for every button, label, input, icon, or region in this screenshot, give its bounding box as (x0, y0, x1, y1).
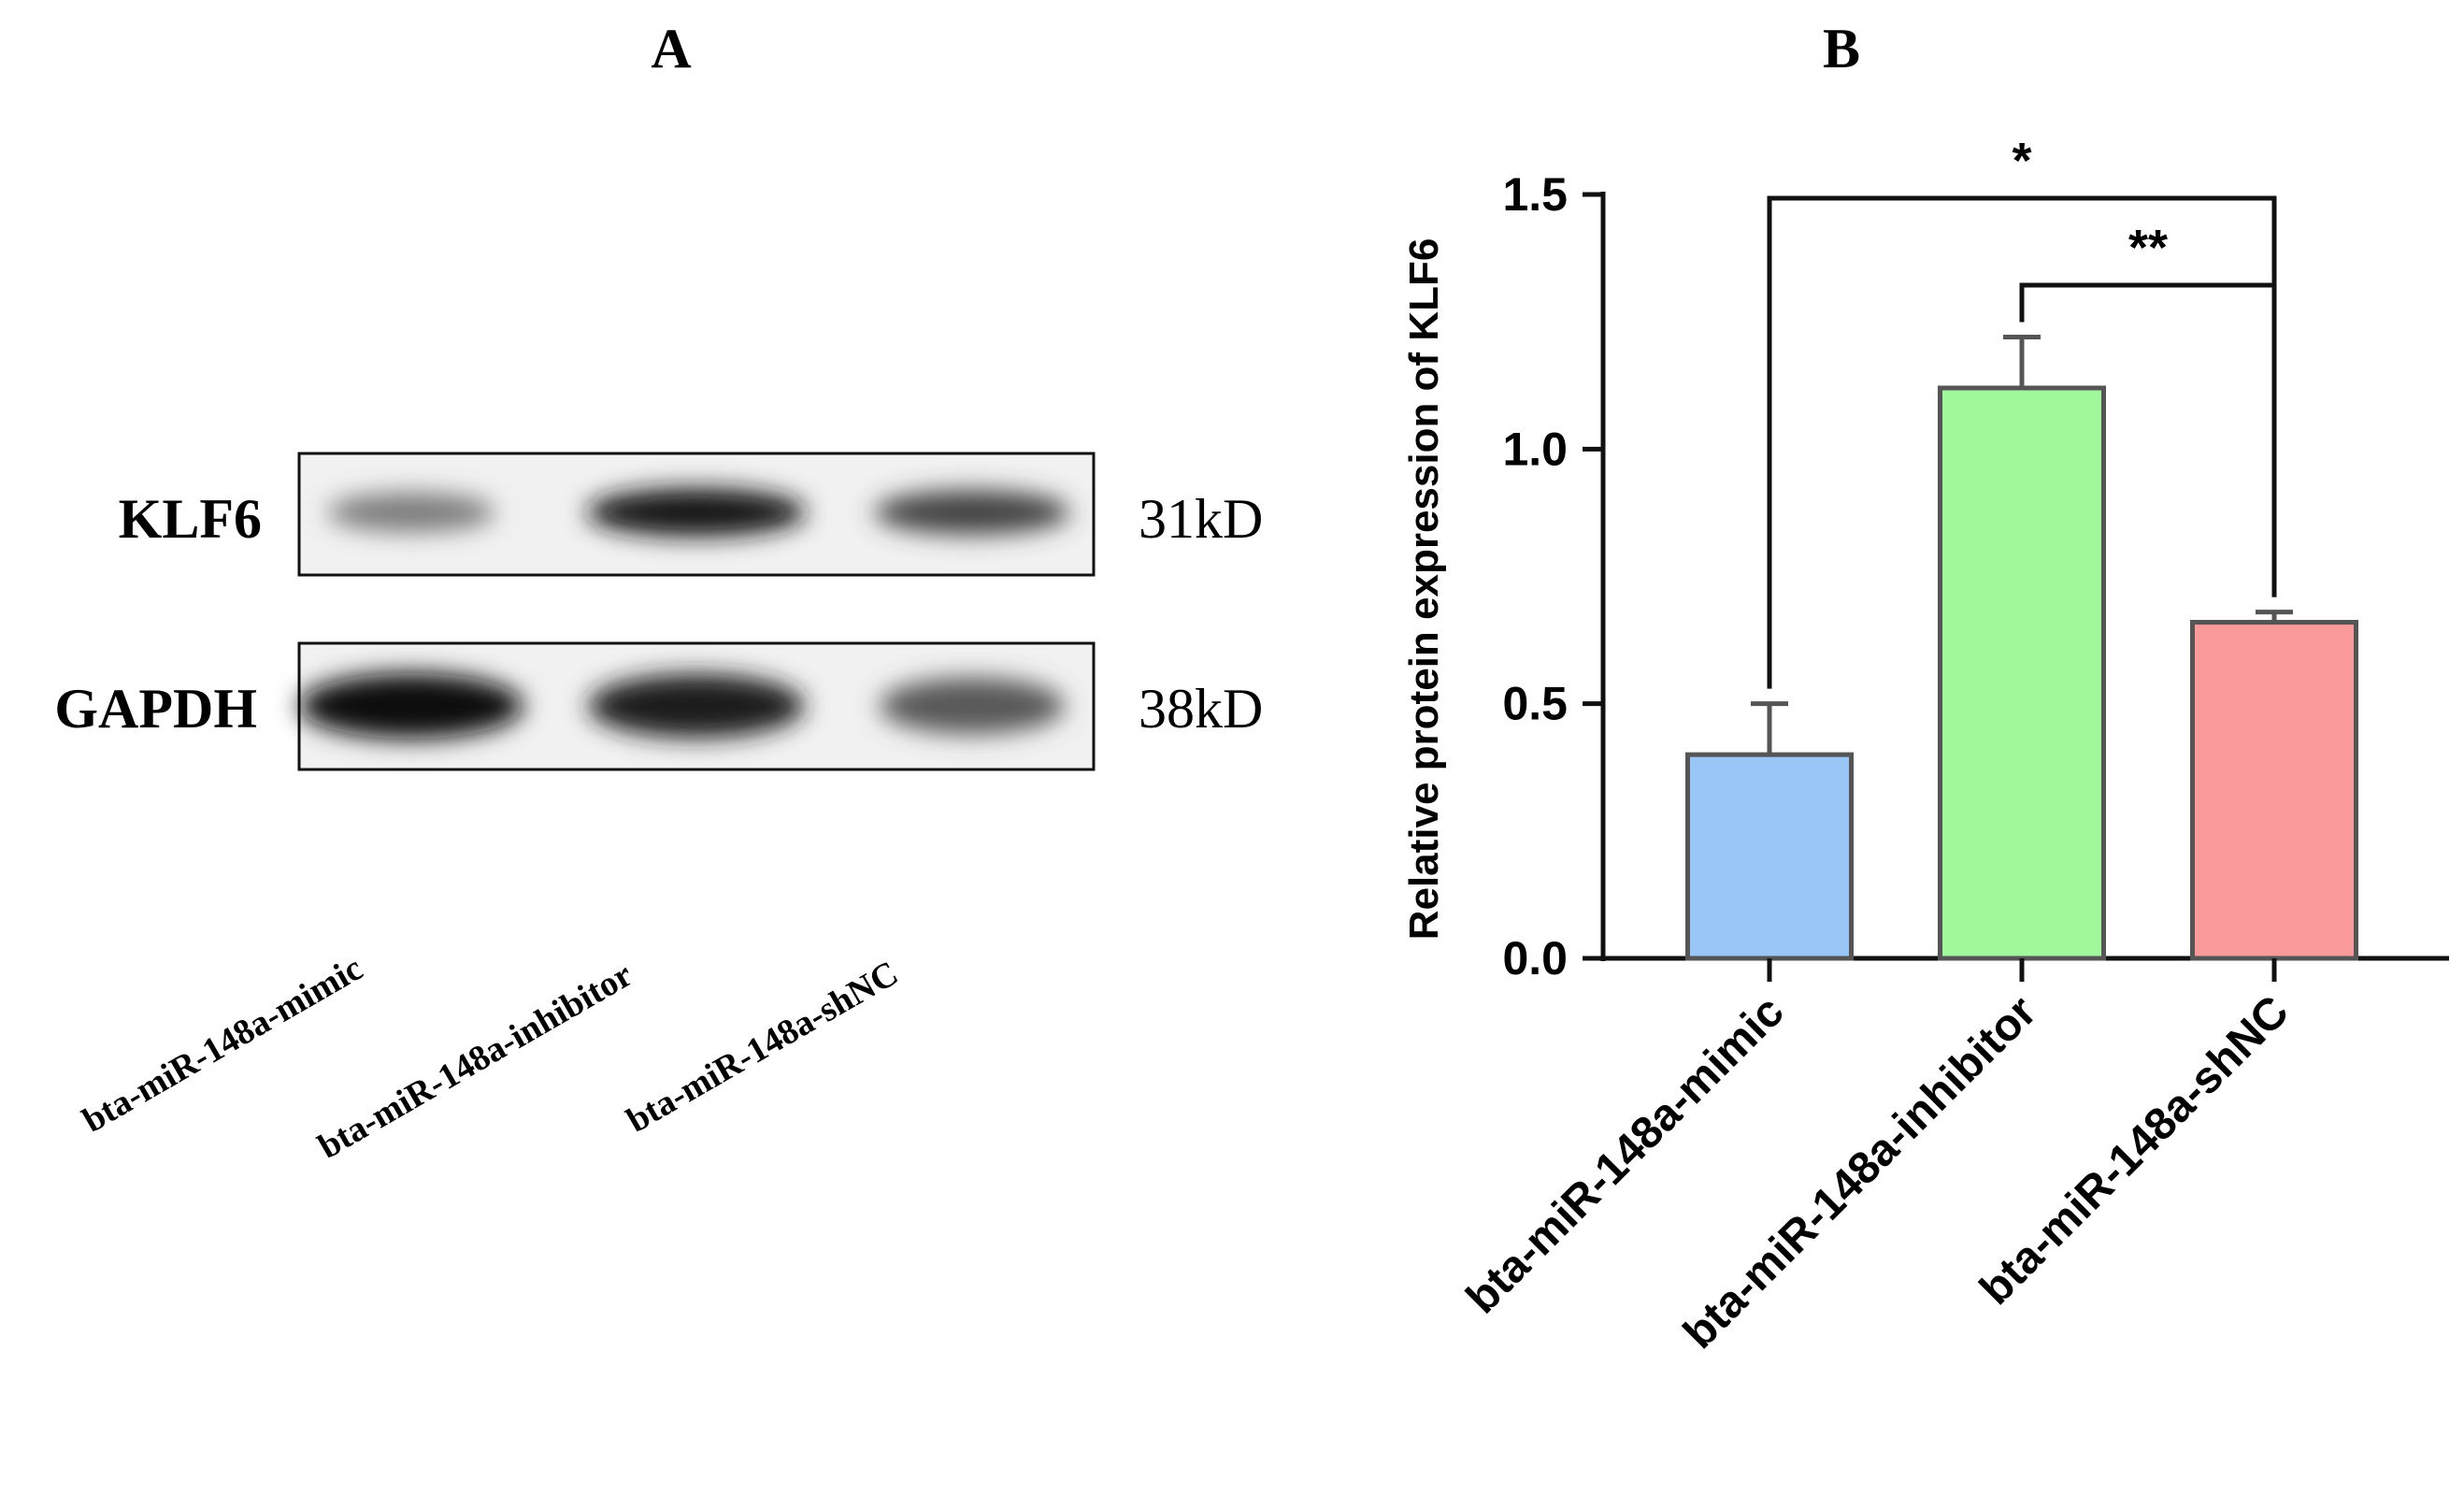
blot-row-klf6: KLF6 31kD (119, 452, 1263, 577)
lane-label-shnc: bta-miR-148a-shNC (621, 954, 905, 1141)
panel-b-label: B (1823, 18, 1860, 79)
blot-band (879, 677, 1066, 735)
blot-bands-gapdh (299, 672, 1066, 740)
lane-label-mimic: bta-miR-148a-mimic (77, 949, 369, 1141)
blot-band (586, 488, 807, 537)
bar (2190, 620, 2358, 961)
blot-bands-klf6 (327, 488, 1070, 537)
size-label-klf6: 31kD (1139, 488, 1263, 550)
blot-band (299, 672, 523, 740)
panel-a-label: A (651, 18, 691, 79)
panel-a: A KLF6 31kD GAPDH 38kD bta-miR-148a-mimi… (54, 18, 1263, 1167)
y-tick-label: 0.0 (1502, 932, 1568, 985)
y-tick-label: 1.5 (1502, 168, 1568, 221)
protein-label-klf6: KLF6 (119, 488, 262, 550)
bar-chart: 0.00.51.01.5bta-miR-148a-mimicbta-miR-14… (1457, 133, 2449, 1358)
bar (1938, 385, 2106, 961)
bar (1685, 752, 1854, 961)
size-label-gapdh: 38kD (1139, 678, 1263, 740)
blot-band (588, 673, 805, 739)
y-axis-label: Relative protein expression of KLF6 (1401, 238, 1447, 941)
protein-label-gapdh: GAPDH (54, 678, 257, 740)
significance-label: * (2012, 133, 2031, 189)
blot-band (327, 492, 495, 533)
significance-label: ** (2128, 220, 2168, 276)
significance-bracket (2019, 282, 2277, 597)
y-tick-label: 1.0 (1502, 423, 1568, 475)
y-tick-label: 0.5 (1502, 678, 1568, 730)
panel-b: B Relative protein expression of KLF6 0.… (1401, 18, 2449, 1358)
blot-band (874, 490, 1070, 535)
blot-row-gapdh: GAPDH 38kD (54, 641, 1263, 771)
